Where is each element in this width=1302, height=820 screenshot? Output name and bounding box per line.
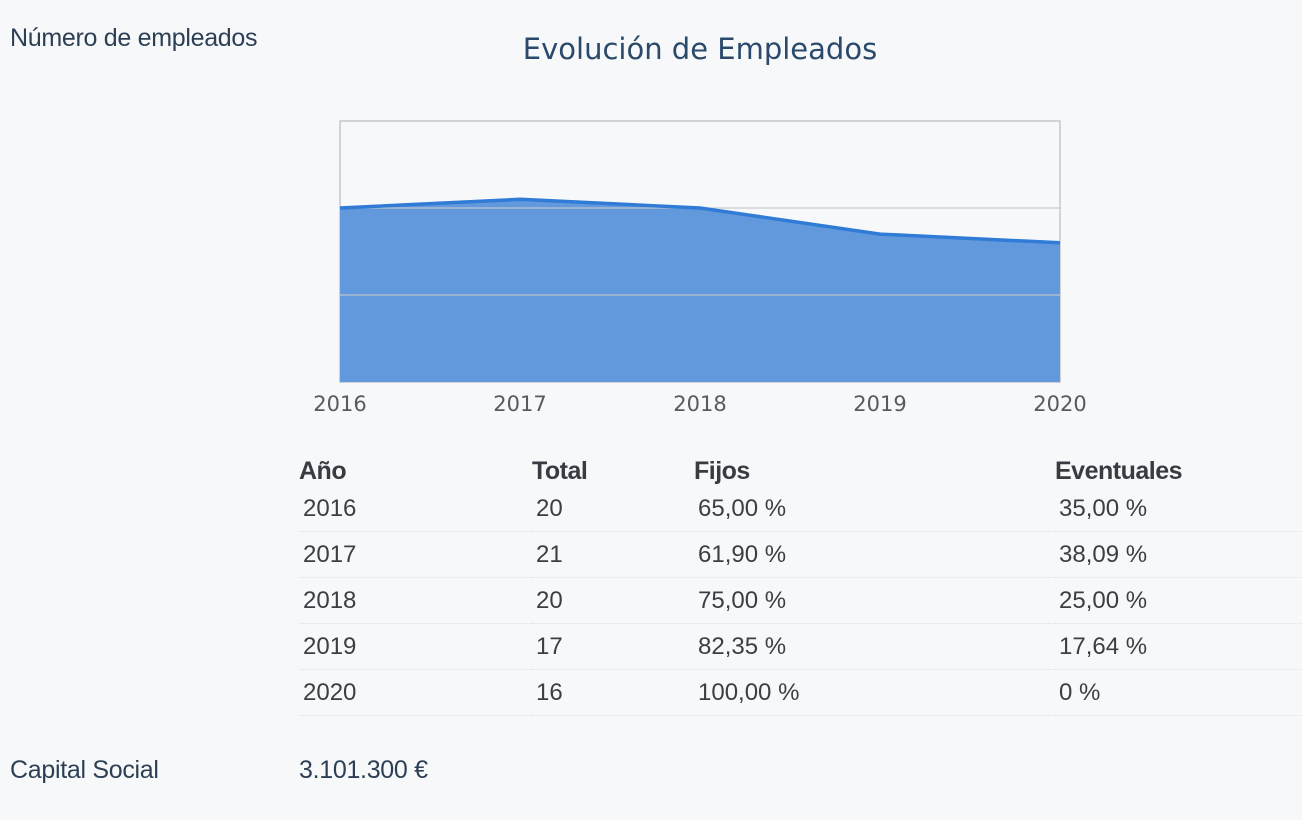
- data-point: [518, 197, 522, 201]
- cell-ano: 2018: [299, 577, 532, 624]
- cell-eventuales: 25,00 %: [1055, 577, 1302, 624]
- cell-ano: 2019: [299, 623, 532, 670]
- employees-table: Año Total Fijos Eventuales 2016 20 65,00…: [299, 452, 1302, 716]
- data-point: [1058, 241, 1062, 245]
- cell-fijos: 100,00 %: [694, 669, 1055, 716]
- cell-fijos: 82,35 %: [694, 623, 1055, 670]
- cell-total: 20: [532, 577, 694, 624]
- header-total: Total: [532, 457, 588, 485]
- series-line: [339, 197, 1061, 245]
- cell-fijos: 61,90 %: [694, 531, 1055, 578]
- cell-eventuales: 0 %: [1055, 669, 1302, 716]
- data-point: [878, 232, 882, 236]
- cell-eventuales: 38,09 %: [1055, 531, 1302, 578]
- table-row: 2016 20 65,00 % 35,00 %: [299, 486, 1302, 532]
- cell-eventuales: 35,00 %: [1055, 486, 1302, 532]
- table-row: 2018 20 75,00 % 25,00 %: [299, 577, 1302, 624]
- cell-total: 16: [532, 669, 694, 716]
- table-row: 2017 21 61,90 % 38,09 %: [299, 531, 1302, 578]
- x-tick-label: 2020: [1033, 392, 1086, 416]
- data-point: [338, 206, 342, 210]
- data-point: [698, 206, 702, 210]
- chart-title: Evolución de Empleados: [522, 32, 878, 66]
- header-fijos: Fijos: [694, 457, 750, 485]
- empleados-label: Número de empleados: [10, 24, 258, 52]
- table-row: 2020 16 100,00 % 0 %: [299, 669, 1302, 716]
- header-ano: Año: [299, 457, 347, 485]
- cell-total: 17: [532, 623, 694, 670]
- header-eventuales: Eventuales: [1055, 457, 1183, 485]
- x-tick-label: 2019: [853, 392, 906, 416]
- cell-ano: 2017: [299, 531, 532, 578]
- area-chart-svg: 2016 2017 2018 2019 2020: [313, 120, 1087, 416]
- x-tick-label: 2017: [493, 392, 546, 416]
- cell-ano: 2016: [299, 486, 532, 532]
- table-header-row: Año Total Fijos Eventuales: [299, 452, 1302, 486]
- capital-label: Capital Social: [10, 756, 159, 784]
- cell-ano: 2020: [299, 669, 532, 716]
- series-area: [340, 199, 1060, 382]
- cell-total: 20: [532, 486, 694, 532]
- x-tick-label: 2018: [673, 392, 726, 416]
- cell-fijos: 75,00 %: [694, 577, 1055, 624]
- cell-eventuales: 17,64 %: [1055, 623, 1302, 670]
- table-row: 2019 17 82,35 % 17,64 %: [299, 623, 1302, 670]
- capital-value: 3.101.300 €: [299, 756, 428, 784]
- cell-fijos: 65,00 %: [694, 486, 1055, 532]
- cell-total: 21: [532, 531, 694, 578]
- x-tick-label: 2016: [313, 392, 366, 416]
- employees-chart: Evolución de Empleados 2016 2017 2018 2019 2…: [300, 22, 1100, 422]
